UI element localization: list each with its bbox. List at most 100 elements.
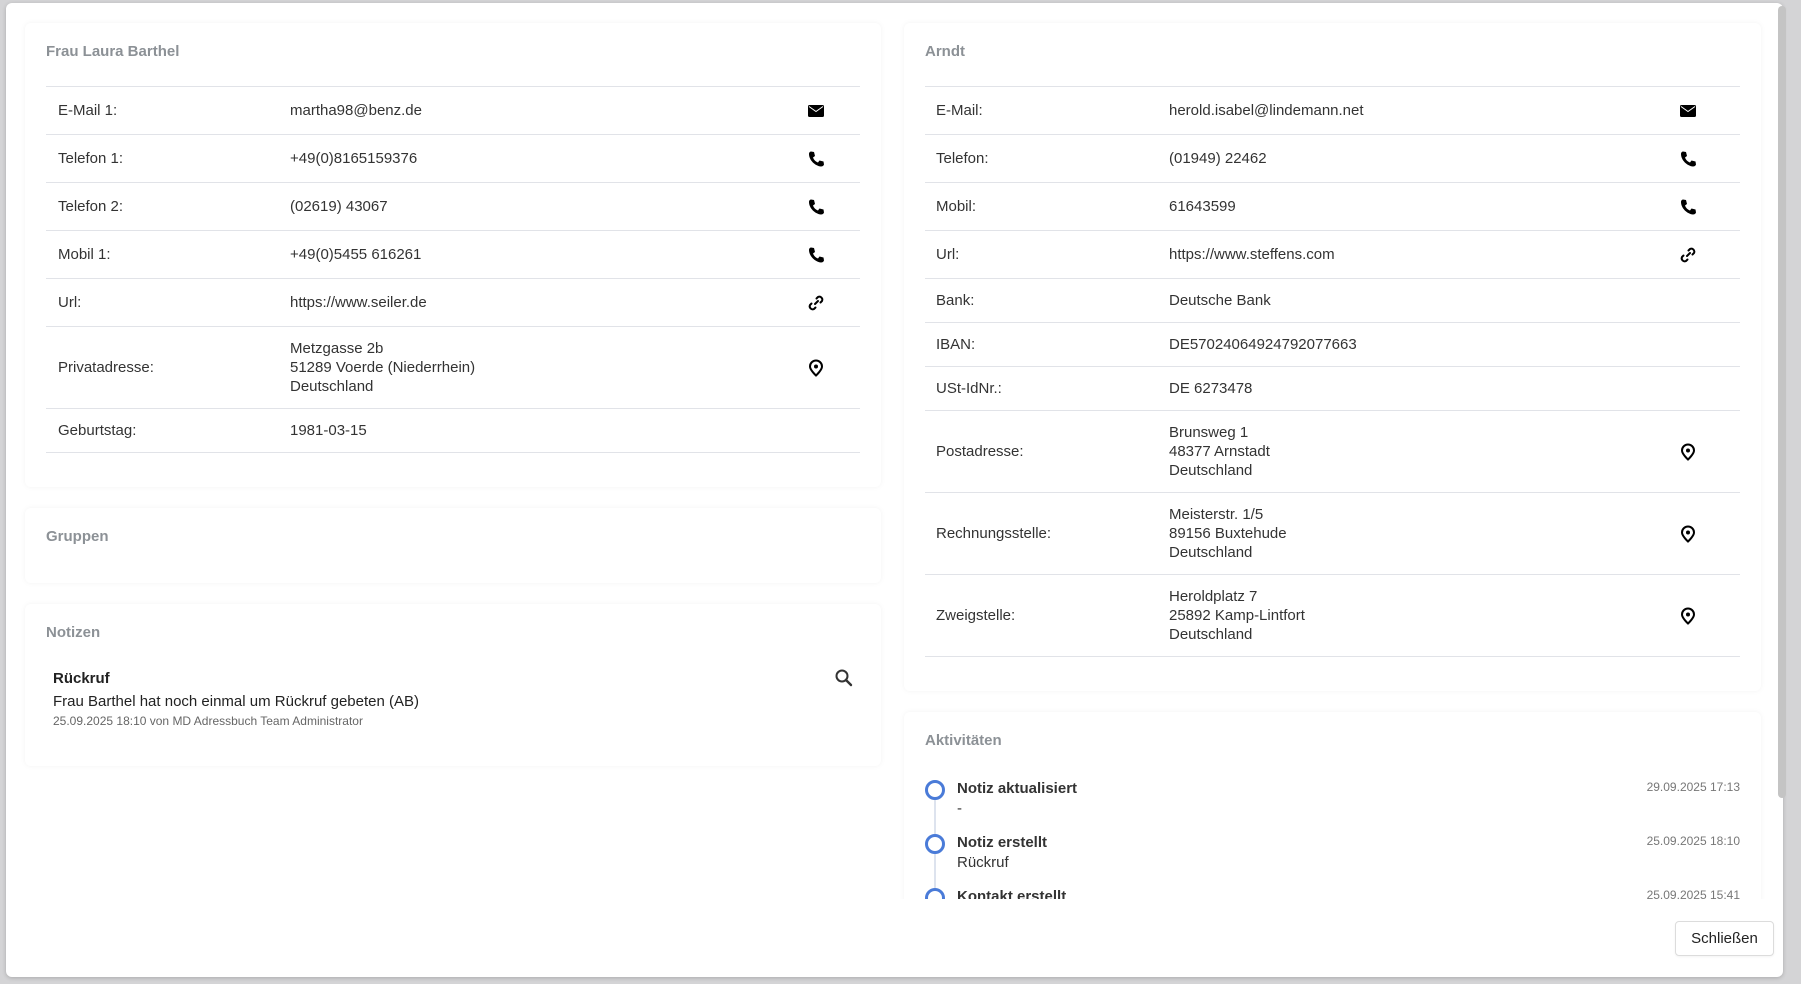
value-line: Meisterstr. 1/5 bbox=[1169, 506, 1264, 523]
detail-row: USt-IdNr.: DE 6273478 bbox=[925, 367, 1740, 411]
detail-row: Telefon: (01949) 22462 bbox=[925, 135, 1740, 183]
row-label: Telefon: bbox=[936, 150, 989, 167]
phone-icon[interactable] bbox=[1654, 198, 1740, 216]
row-label: Rechnungsstelle: bbox=[936, 525, 1052, 542]
groups-card: Gruppen bbox=[25, 508, 881, 583]
scrollbar[interactable] bbox=[1778, 6, 1786, 798]
value-line: 48377 Arnstadt bbox=[1169, 443, 1270, 460]
value-line: Heroldplatz 7 bbox=[1169, 588, 1258, 605]
phone-icon[interactable] bbox=[1654, 150, 1740, 168]
value-line: https://www.steffens.com bbox=[1169, 246, 1335, 263]
row-label: Url: bbox=[936, 246, 960, 263]
value-line: 1981-03-15 bbox=[290, 422, 367, 439]
row-value: herold.isabel@lindemann.net bbox=[1169, 101, 1654, 120]
activities-title: Aktivitäten bbox=[925, 732, 1002, 749]
detail-row: Postadresse: Brunsweg 1 48377 Arnstadt Deut… bbox=[925, 411, 1740, 493]
activity-title: Notiz erstellt bbox=[957, 834, 1048, 851]
activity-date: 29.09.2025 17:13 bbox=[1646, 780, 1740, 794]
value-line: 25892 Kamp-Lintfort bbox=[1169, 607, 1305, 624]
row-label: USt-IdNr.: bbox=[936, 380, 1002, 397]
row-label: Geburtstag: bbox=[58, 422, 137, 439]
value-line: Brunsweg 1 bbox=[1169, 424, 1249, 441]
link-icon[interactable] bbox=[790, 294, 860, 312]
note-text: Frau Barthel hat noch einmal um Rückruf … bbox=[53, 693, 420, 710]
activity-title: Notiz aktualisiert bbox=[957, 780, 1078, 797]
row-label: Privatadresse: bbox=[58, 359, 154, 376]
row-value: https://www.steffens.com bbox=[1169, 245, 1654, 264]
map-pin-icon[interactable] bbox=[1654, 524, 1740, 543]
link-icon[interactable] bbox=[1654, 246, 1740, 264]
value-line: https://www.seiler.de bbox=[290, 294, 427, 311]
row-value: https://www.seiler.de bbox=[290, 293, 790, 312]
detail-row: Privatadresse: Metzgasse 2b 51289 Voerde (… bbox=[46, 327, 860, 409]
row-label: Telefon 2: bbox=[58, 198, 124, 215]
map-pin-icon[interactable] bbox=[1654, 606, 1740, 625]
activity-date: 25.09.2025 18:10 bbox=[1646, 834, 1740, 848]
row-value: 1981-03-15 bbox=[290, 421, 790, 440]
detail-row: E-Mail: herold.isabel@lindemann.net bbox=[925, 87, 1740, 135]
row-label: IBAN: bbox=[936, 336, 976, 353]
row-value: +49(0)8165159376 bbox=[290, 149, 790, 168]
detail-row: E-Mail 1: martha98@benz.de bbox=[46, 87, 860, 135]
activity-item: Notiz aktualisiert - 29.09.2025 17:13 bbox=[925, 780, 1740, 834]
row-value: Brunsweg 1 48377 Arnstadt Deutschland bbox=[1169, 423, 1654, 480]
row-value: martha98@benz.de bbox=[290, 101, 790, 120]
row-label: Bank: bbox=[936, 292, 975, 309]
notes-title: Notizen bbox=[46, 624, 101, 641]
close-button[interactable]: Schließen bbox=[1675, 921, 1774, 956]
modal-body: Frau Laura Barthel E-Mail 1: martha98@ben… bbox=[6, 3, 1783, 899]
detail-row: Bank: Deutsche Bank bbox=[925, 279, 1740, 323]
row-value: Heroldplatz 7 25892 Kamp-Lintfort Deutschl… bbox=[1169, 587, 1654, 644]
value-line: 51289 Voerde (Niederrhein) bbox=[290, 359, 476, 376]
activity-subtitle: Rückruf bbox=[957, 854, 1009, 871]
row-label: Telefon 1: bbox=[58, 150, 124, 167]
row-value: +49(0)5455 616261 bbox=[290, 245, 790, 264]
row-label: Postadresse: bbox=[936, 443, 1024, 460]
value-line: Deutschland bbox=[290, 378, 374, 395]
detail-row: Mobil 1: +49(0)5455 616261 bbox=[46, 231, 860, 279]
value-line: (02619) 43067 bbox=[290, 198, 388, 215]
groups-title: Gruppen bbox=[46, 528, 109, 545]
map-pin-icon[interactable] bbox=[790, 358, 860, 377]
person-details-table: E-Mail 1: martha98@benz.de Telefon 1: +49(0… bbox=[46, 86, 860, 453]
row-value: (02619) 43067 bbox=[290, 197, 790, 216]
person-card: Frau Laura Barthel E-Mail 1: martha98@ben… bbox=[25, 23, 881, 487]
detail-row: Url: https://www.steffens.com bbox=[925, 231, 1740, 279]
timeline-line bbox=[934, 854, 936, 888]
activity-item: Notiz erstellt Rückruf 25.09.2025 18:10 bbox=[925, 834, 1740, 888]
phone-icon[interactable] bbox=[790, 246, 860, 264]
timeline-dot-icon bbox=[925, 834, 945, 854]
timeline-dot-icon bbox=[925, 888, 945, 899]
detail-row: Zweigstelle: Heroldplatz 7 25892 Kamp-Lint… bbox=[925, 575, 1740, 657]
row-label: Mobil: bbox=[936, 198, 977, 215]
detail-row: Telefon 1: +49(0)8165159376 bbox=[46, 135, 860, 183]
row-value: Metzgasse 2b 51289 Voerde (Niederrhein) De… bbox=[290, 339, 790, 396]
row-value: Deutsche Bank bbox=[1169, 291, 1654, 310]
value-line: martha98@benz.de bbox=[290, 102, 422, 119]
value-line: +49(0)8165159376 bbox=[290, 150, 418, 167]
company-details-table: E-Mail: herold.isabel@lindemann.net Telefo… bbox=[925, 86, 1740, 657]
detail-row: Geburtstag: 1981-03-15 bbox=[46, 409, 860, 453]
activities-card: Aktivitäten Notiz aktualisiert - 29.09.202… bbox=[904, 712, 1761, 899]
phone-icon[interactable] bbox=[790, 198, 860, 216]
timeline-line bbox=[934, 800, 936, 834]
map-pin-icon[interactable] bbox=[1654, 442, 1740, 461]
value-line: Deutschland bbox=[1169, 544, 1253, 561]
row-label: Mobil 1: bbox=[58, 246, 111, 263]
row-value: (01949) 22462 bbox=[1169, 149, 1654, 168]
phone-icon[interactable] bbox=[790, 150, 860, 168]
activity-item: Kontakt erstellt 25.09.2025 15:41 bbox=[925, 888, 1740, 899]
value-line: +49(0)5455 616261 bbox=[290, 246, 422, 263]
mail-icon[interactable] bbox=[790, 102, 860, 120]
mail-icon[interactable] bbox=[1654, 102, 1740, 120]
row-value: 61643599 bbox=[1169, 197, 1654, 216]
row-label: Zweigstelle: bbox=[936, 607, 1016, 624]
value-line: (01949) 22462 bbox=[1169, 150, 1267, 167]
timeline-dot-icon bbox=[925, 780, 945, 800]
row-label: E-Mail: bbox=[936, 102, 983, 119]
row-value: DE 6273478 bbox=[1169, 379, 1654, 398]
contact-detail-modal: Frau Laura Barthel E-Mail 1: martha98@ben… bbox=[6, 3, 1783, 977]
search-icon[interactable] bbox=[834, 668, 854, 688]
row-label: E-Mail 1: bbox=[58, 102, 118, 119]
company-name: Arndt bbox=[925, 43, 965, 60]
